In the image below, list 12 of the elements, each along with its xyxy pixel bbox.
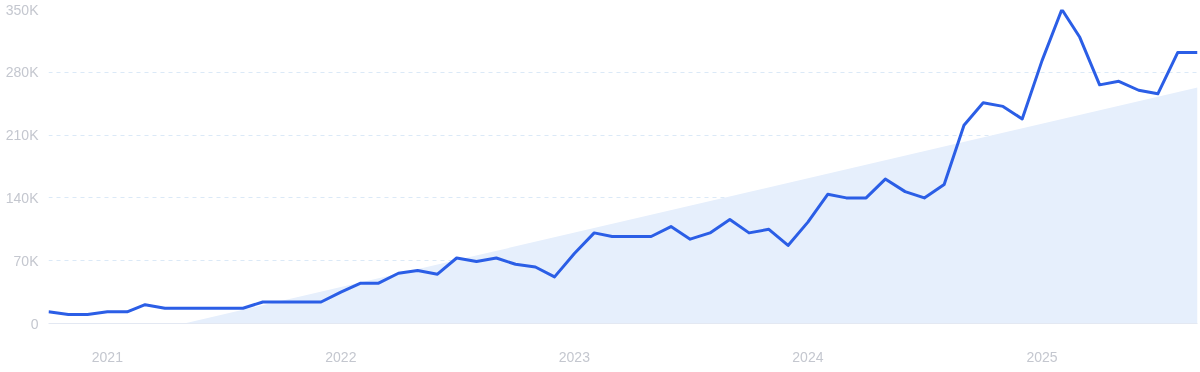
y-tick-label: 210K xyxy=(5,127,40,144)
x-tick-label: 2025 xyxy=(1026,348,1058,365)
y-tick-label: 140K xyxy=(5,189,40,206)
y-tick-label: 350K xyxy=(5,1,40,18)
x-tick-label: 2021 xyxy=(91,348,124,365)
y-tick-label: 280K xyxy=(5,64,40,81)
x-tick-label: 2024 xyxy=(792,348,824,365)
x-tick-label: 2022 xyxy=(325,348,357,365)
y-tick-label: 70K xyxy=(13,252,40,269)
line-series xyxy=(48,9,1198,317)
y-tick-label: 0 xyxy=(30,315,39,332)
x-tick-label: 2023 xyxy=(558,348,591,365)
